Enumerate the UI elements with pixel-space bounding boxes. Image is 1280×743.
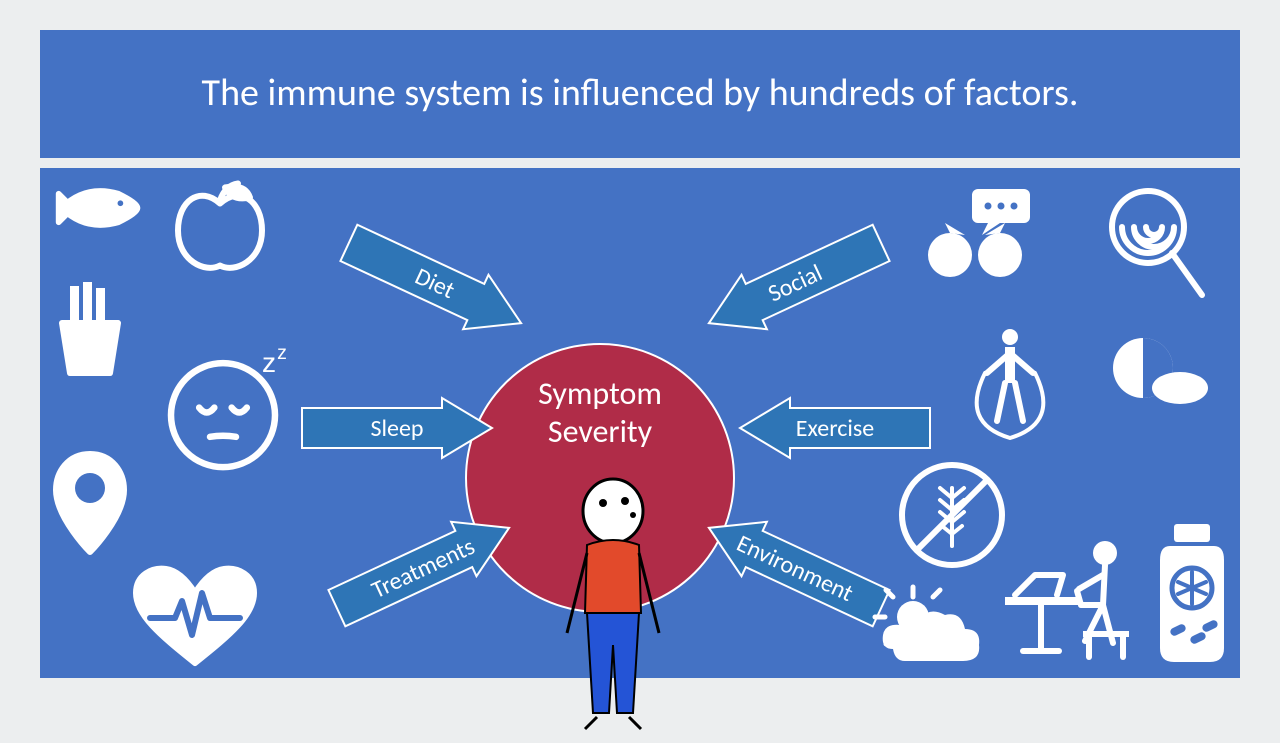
arrow-treatments: Treatments [324, 501, 522, 636]
slide-title: The immune system is influenced by hundr… [202, 70, 1079, 118]
center-label: SymptomSeverity [538, 375, 662, 452]
arrow-label: Diet [336, 216, 534, 351]
jump-rope-icon [965, 323, 1055, 443]
pin-icon [50, 448, 130, 558]
supplement-bottle-icon [1150, 518, 1235, 668]
arrow-label: Treatments [324, 501, 522, 636]
fries-icon [50, 278, 130, 378]
arrow-social: Social [696, 216, 894, 351]
svg-text:z: z [277, 348, 287, 364]
pills-icon [1105, 328, 1215, 413]
fish-icon [52, 178, 147, 238]
heart-rate-icon [130, 563, 260, 673]
title-bar: The immune system is influenced by hundr… [40, 30, 1240, 158]
arrow-exercise: Exercise [740, 398, 930, 458]
arrow-label: Exercise [740, 398, 930, 458]
arrow-label: Sleep [302, 398, 492, 458]
apple-icon [170, 173, 270, 278]
sleep-face-icon: zz [158, 348, 288, 478]
body-panel: SymptomSeverity Diet Sleep Treatments Socia… [40, 168, 1240, 678]
arrow-diet: Diet [336, 216, 534, 351]
chat-heads-icon [910, 183, 1040, 293]
arrow-sleep: Sleep [302, 398, 492, 458]
slide-root: The immune system is influenced by hundr… [0, 0, 1280, 720]
arrow-label: Social [696, 216, 894, 351]
character-figure [553, 473, 673, 738]
sun-cloud-icon [865, 583, 995, 678]
svg-text:z: z [262, 348, 276, 378]
lollipop-icon [1100, 183, 1210, 303]
desk-work-icon [985, 533, 1155, 673]
